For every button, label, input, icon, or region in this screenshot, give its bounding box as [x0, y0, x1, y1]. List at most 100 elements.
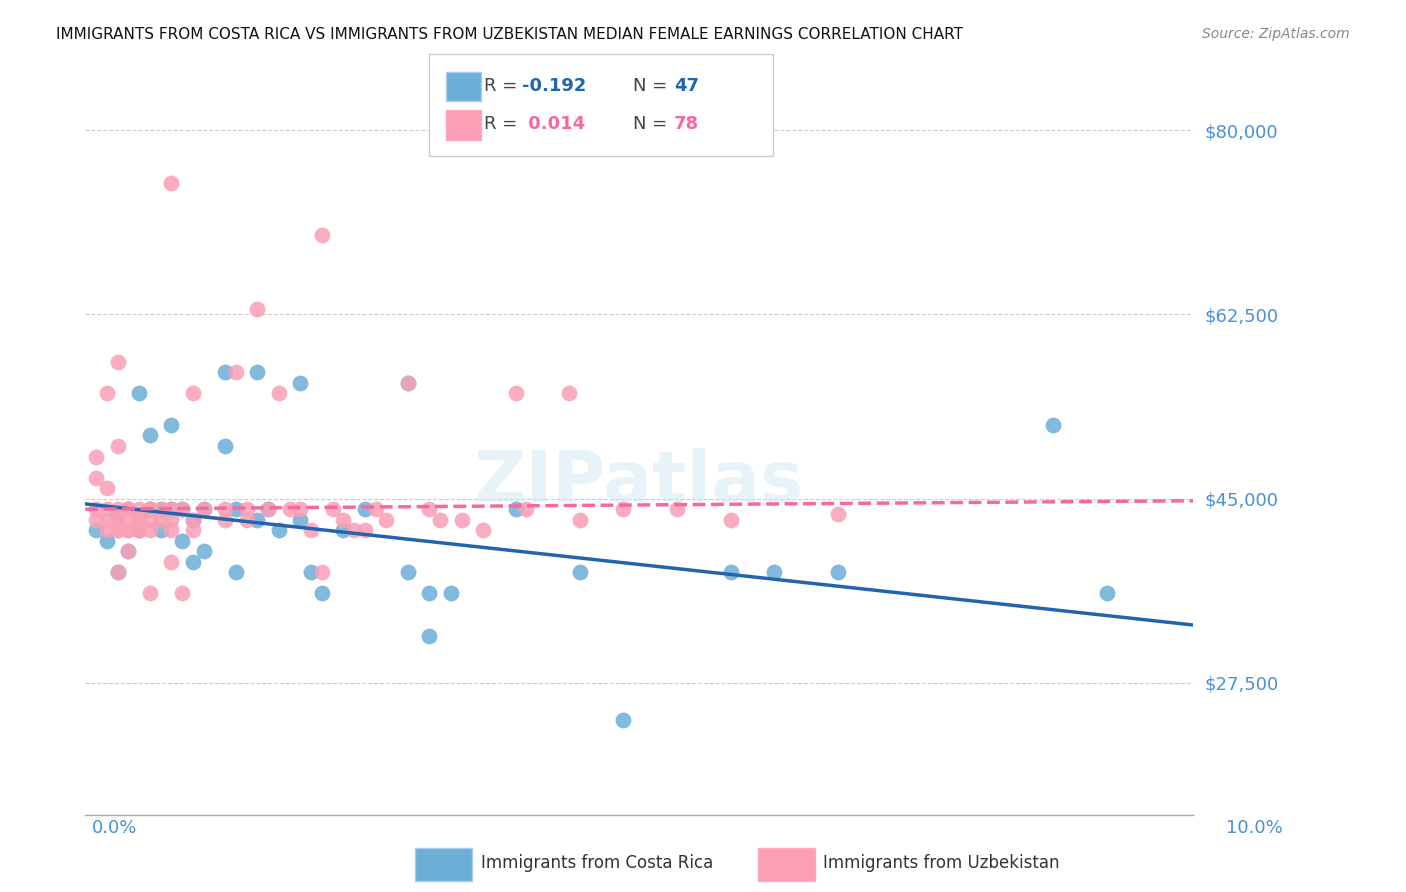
Point — [128, 513, 150, 527]
Point — [84, 513, 107, 527]
Point — [160, 417, 183, 432]
Text: N =: N = — [633, 115, 672, 133]
Point — [505, 386, 527, 401]
Point — [418, 586, 440, 600]
Point — [257, 502, 280, 516]
Point — [1042, 417, 1064, 432]
Point — [214, 513, 236, 527]
Point — [149, 523, 172, 537]
FancyBboxPatch shape — [446, 110, 481, 139]
Point — [172, 502, 194, 516]
Point — [354, 502, 377, 516]
Point — [235, 513, 257, 527]
Point — [117, 502, 139, 516]
Point — [84, 523, 107, 537]
Point — [440, 586, 463, 600]
Point — [128, 523, 150, 537]
Point — [160, 502, 183, 516]
Point — [311, 566, 333, 580]
Point — [107, 439, 129, 453]
Point — [160, 502, 183, 516]
Point — [139, 586, 162, 600]
FancyBboxPatch shape — [446, 71, 481, 102]
Point — [720, 566, 742, 580]
Point — [139, 513, 162, 527]
Point — [558, 386, 581, 401]
FancyBboxPatch shape — [758, 847, 815, 880]
Point — [117, 523, 139, 537]
Point — [311, 228, 333, 243]
Point — [396, 376, 419, 390]
Point — [96, 502, 118, 516]
Point — [117, 502, 139, 516]
Point — [290, 513, 312, 527]
Point — [827, 508, 849, 522]
Text: Source: ZipAtlas.com: Source: ZipAtlas.com — [1202, 27, 1350, 41]
Text: -0.192: -0.192 — [522, 78, 586, 95]
Point — [299, 566, 322, 580]
Point — [612, 713, 634, 727]
Point — [278, 502, 301, 516]
Point — [96, 513, 118, 527]
Point — [181, 513, 204, 527]
Point — [569, 513, 592, 527]
Point — [107, 513, 129, 527]
Point — [107, 566, 129, 580]
Text: N =: N = — [633, 78, 672, 95]
Text: 10.0%: 10.0% — [1226, 819, 1282, 837]
Point — [107, 566, 129, 580]
Point — [375, 513, 398, 527]
Point — [472, 523, 495, 537]
Point — [235, 502, 257, 516]
Point — [450, 513, 472, 527]
Point — [246, 513, 269, 527]
Point — [84, 502, 107, 516]
Point — [354, 523, 377, 537]
Point — [322, 502, 344, 516]
Point — [117, 502, 139, 516]
Point — [181, 523, 204, 537]
Point — [299, 523, 322, 537]
Text: ZIPatlas: ZIPatlas — [474, 449, 804, 517]
Point — [181, 555, 204, 569]
Point — [246, 302, 269, 317]
Point — [172, 586, 194, 600]
Point — [569, 566, 592, 580]
Text: R =: R = — [484, 78, 523, 95]
Text: 0.0%: 0.0% — [91, 819, 136, 837]
Point — [193, 502, 215, 516]
Point — [267, 386, 290, 401]
Point — [396, 566, 419, 580]
Point — [139, 502, 162, 516]
Point — [181, 513, 204, 527]
Text: IMMIGRANTS FROM COSTA RICA VS IMMIGRANTS FROM UZBEKISTAN MEDIAN FEMALE EARNINGS : IMMIGRANTS FROM COSTA RICA VS IMMIGRANTS… — [56, 27, 963, 42]
Point — [193, 544, 215, 558]
Point — [290, 502, 312, 516]
Point — [418, 628, 440, 642]
Point — [267, 523, 290, 537]
Point — [149, 513, 172, 527]
Point — [107, 508, 129, 522]
Point — [311, 586, 333, 600]
Point — [214, 502, 236, 516]
Point — [128, 523, 150, 537]
Point — [396, 376, 419, 390]
Point — [214, 365, 236, 379]
Point — [96, 523, 118, 537]
Point — [364, 502, 387, 516]
Point — [257, 502, 280, 516]
Point — [149, 502, 172, 516]
Point — [160, 523, 183, 537]
Text: Immigrants from Costa Rica: Immigrants from Costa Rica — [481, 854, 713, 872]
Point — [139, 502, 162, 516]
Point — [290, 376, 312, 390]
Point — [720, 513, 742, 527]
Point — [225, 365, 247, 379]
Point — [762, 566, 785, 580]
Point — [332, 513, 354, 527]
Point — [429, 513, 451, 527]
Point — [139, 428, 162, 442]
Point — [214, 439, 236, 453]
Point — [128, 523, 150, 537]
Point — [107, 355, 129, 369]
